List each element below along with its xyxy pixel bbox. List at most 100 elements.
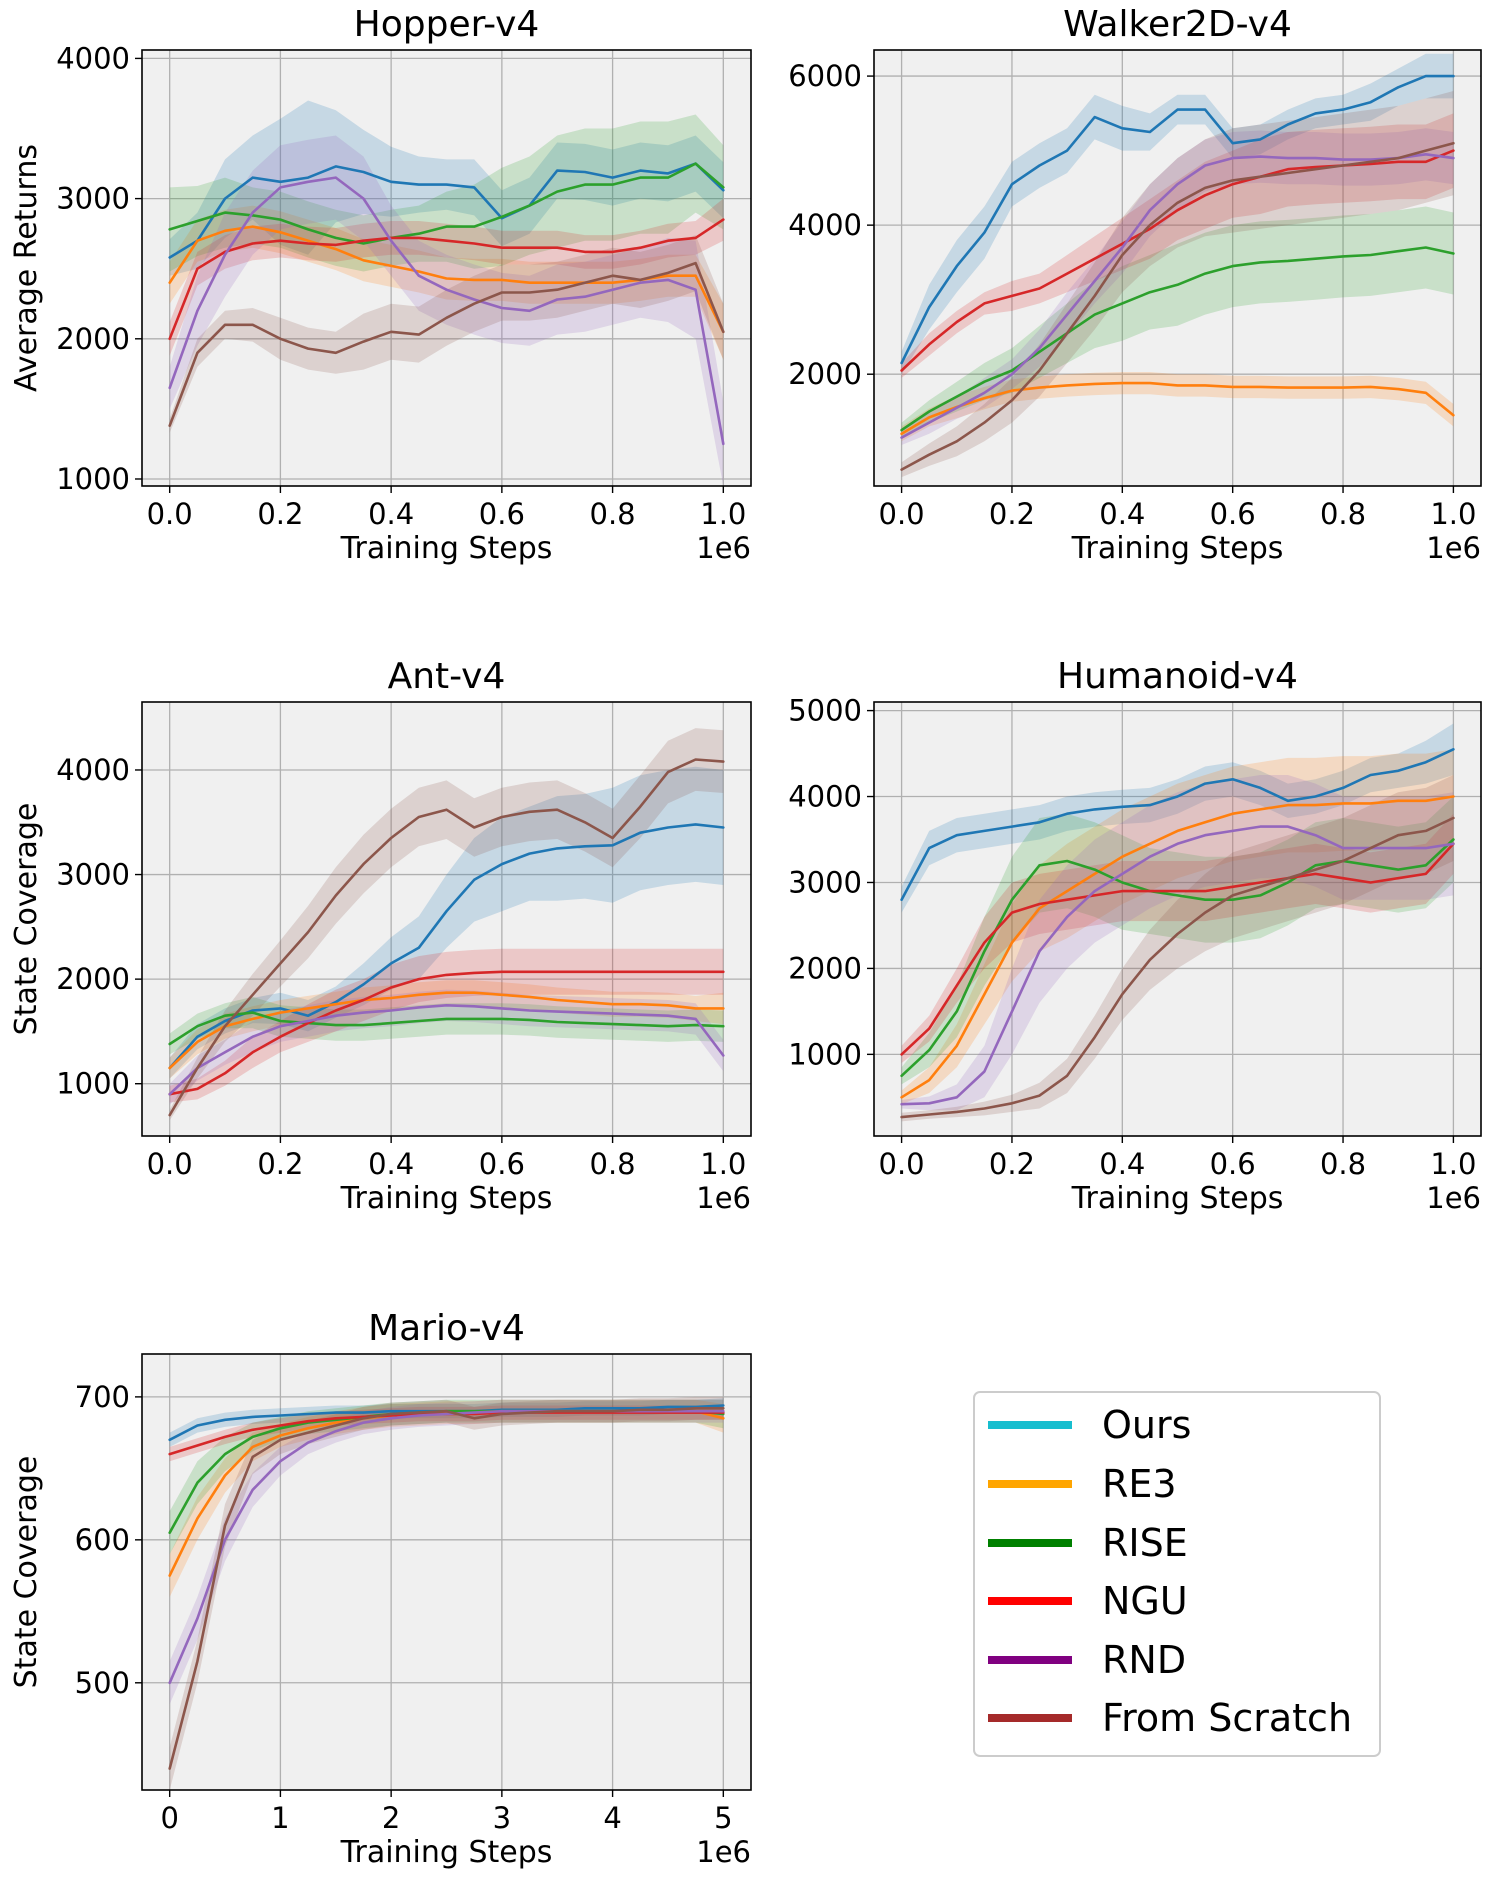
x-axis-multiplier: 1e6 <box>696 531 751 565</box>
legend-entry-rise: RISE <box>988 1521 1188 1565</box>
legend-entry-re3: RE3 <box>988 1462 1177 1506</box>
band-re3 <box>169 980 724 1079</box>
band-re3 <box>901 749 1454 1105</box>
series-group <box>900 53 1455 478</box>
line-re3 <box>168 225 725 334</box>
y-tick-label: 4000 <box>56 753 130 787</box>
band-from-scratch <box>901 91 1454 478</box>
line-ours <box>900 747 1455 902</box>
axes-frame <box>141 701 752 1137</box>
x-tick-label: 0.8 <box>1320 497 1366 531</box>
plot-area <box>142 50 751 486</box>
band-ours <box>169 100 724 276</box>
x-axis-label: Training Steps <box>1071 531 1284 566</box>
line-re3 <box>900 381 1455 436</box>
series-group <box>168 100 725 486</box>
x-tick-label: 5 <box>714 1801 732 1835</box>
legend-entry-ngu: NGU <box>988 1579 1188 1623</box>
x-tick-label: 0.4 <box>1099 497 1145 531</box>
y-axis-label: State Coverage <box>9 1456 44 1689</box>
line-rise <box>900 246 1455 432</box>
axes-frame <box>141 1353 752 1791</box>
line-rise <box>168 1011 725 1046</box>
line-ngu <box>900 149 1455 372</box>
y-tick-label: 1000 <box>788 1037 862 1071</box>
legend-entry-from-scratch: From Scratch <box>988 1696 1352 1740</box>
plot-area <box>874 50 1481 486</box>
x-tick-label: 1.0 <box>700 497 746 531</box>
band-from-scratch <box>901 775 1454 1122</box>
band-re3 <box>169 1399 724 1597</box>
line-from-scratch <box>168 261 725 428</box>
line-rise <box>168 162 725 245</box>
x-tick-label: 1.0 <box>1430 497 1476 531</box>
band-ngu <box>901 813 1454 1063</box>
y-tick-label: 5000 <box>788 694 862 728</box>
y-tick-label: 2000 <box>788 951 862 985</box>
x-tick-label: 0.2 <box>257 1147 303 1181</box>
x-tick-label: 0.4 <box>368 1147 414 1181</box>
line-from-scratch <box>168 1407 725 1770</box>
x-tick-label: 0.2 <box>989 1147 1035 1181</box>
x-tick-label: 1.0 <box>1430 1147 1476 1181</box>
band-from-scratch <box>169 728 724 1121</box>
plot-area <box>142 1354 751 1790</box>
x-tick-label: 3 <box>493 1801 511 1835</box>
line-rnd <box>168 176 725 446</box>
line-re3 <box>168 991 725 1070</box>
band-from-scratch <box>169 235 724 433</box>
legend-label-ours: Ours <box>1102 1403 1191 1447</box>
legend-label-ngu: NGU <box>1102 1579 1188 1623</box>
axes-frame <box>141 49 752 487</box>
legend-label-rise: RISE <box>1102 1521 1188 1565</box>
series-group <box>168 1396 725 1790</box>
panel-humanoid-v4: 0.0 0.2 0.4 0.6 0.8 1.0 1000 2000 3000 4000 5000 Hu… <box>788 656 1482 1216</box>
line-ours <box>168 823 725 1070</box>
y-tick-label: 2000 <box>56 322 130 356</box>
band-ours <box>901 723 1454 913</box>
x-tick-label: 0.0 <box>147 497 193 531</box>
x-axis-multiplier: 1e6 <box>696 1835 751 1869</box>
line-rnd <box>168 1003 725 1096</box>
y-axis-label: Average Returns <box>9 144 44 392</box>
legend-entry-rnd: RND <box>988 1638 1186 1682</box>
axes-frame <box>873 49 1482 487</box>
x-axis-label: Training Steps <box>1071 1181 1284 1216</box>
x-tick-label: 0.2 <box>257 497 303 531</box>
y-tick-label: 2000 <box>788 357 862 391</box>
axes-frame <box>873 701 1482 1137</box>
x-tick-label: 0.4 <box>1099 1147 1145 1181</box>
x-tick-label: 0.6 <box>479 497 525 531</box>
x-axis-multiplier: 1e6 <box>1426 531 1481 565</box>
x-axis-label: Training Steps <box>340 1181 553 1216</box>
y-tick-label: 600 <box>75 1523 130 1557</box>
x-tick-label: 0.2 <box>989 497 1035 531</box>
x-tick-label: 0.0 <box>879 497 925 531</box>
panel-title: Walker2D-v4 <box>1063 4 1292 45</box>
x-tick-label: 0.8 <box>590 497 636 531</box>
line-ours <box>168 162 725 259</box>
x-axis-multiplier: 1e6 <box>696 1181 751 1215</box>
panel-title: Humanoid-v4 <box>1057 656 1298 697</box>
x-tick-label: 1.0 <box>700 1147 746 1181</box>
line-from-scratch <box>168 758 725 1117</box>
legend-frame <box>973 1391 1381 1757</box>
band-rnd <box>901 128 1454 446</box>
x-axis-multiplier: 1e6 <box>1426 1181 1481 1215</box>
x-axis-label: Training Steps <box>340 1835 553 1870</box>
band-ngu <box>901 113 1454 378</box>
band-ngu <box>169 948 724 1103</box>
y-tick-label: 1000 <box>56 462 130 496</box>
line-ngu <box>168 218 725 341</box>
x-tick-label: 0.0 <box>879 1147 925 1181</box>
y-tick-label: 700 <box>75 1380 130 1414</box>
x-tick-label: 0 <box>160 1801 178 1835</box>
panel-walker2d-v4: 0.0 0.2 0.4 0.6 0.8 1.0 2000 4000 6000 Walker2D-v… <box>788 4 1482 566</box>
panel-title: Hopper-v4 <box>354 4 540 45</box>
line-from-scratch <box>900 141 1455 471</box>
legend-label-from-scratch: From Scratch <box>1102 1696 1352 1740</box>
y-tick-label: 500 <box>75 1666 130 1700</box>
x-tick-label: 0.8 <box>590 1147 636 1181</box>
legend: Ours RE3 RISE NGU RND From Scratch <box>973 1391 1381 1757</box>
band-rnd <box>901 775 1454 1111</box>
